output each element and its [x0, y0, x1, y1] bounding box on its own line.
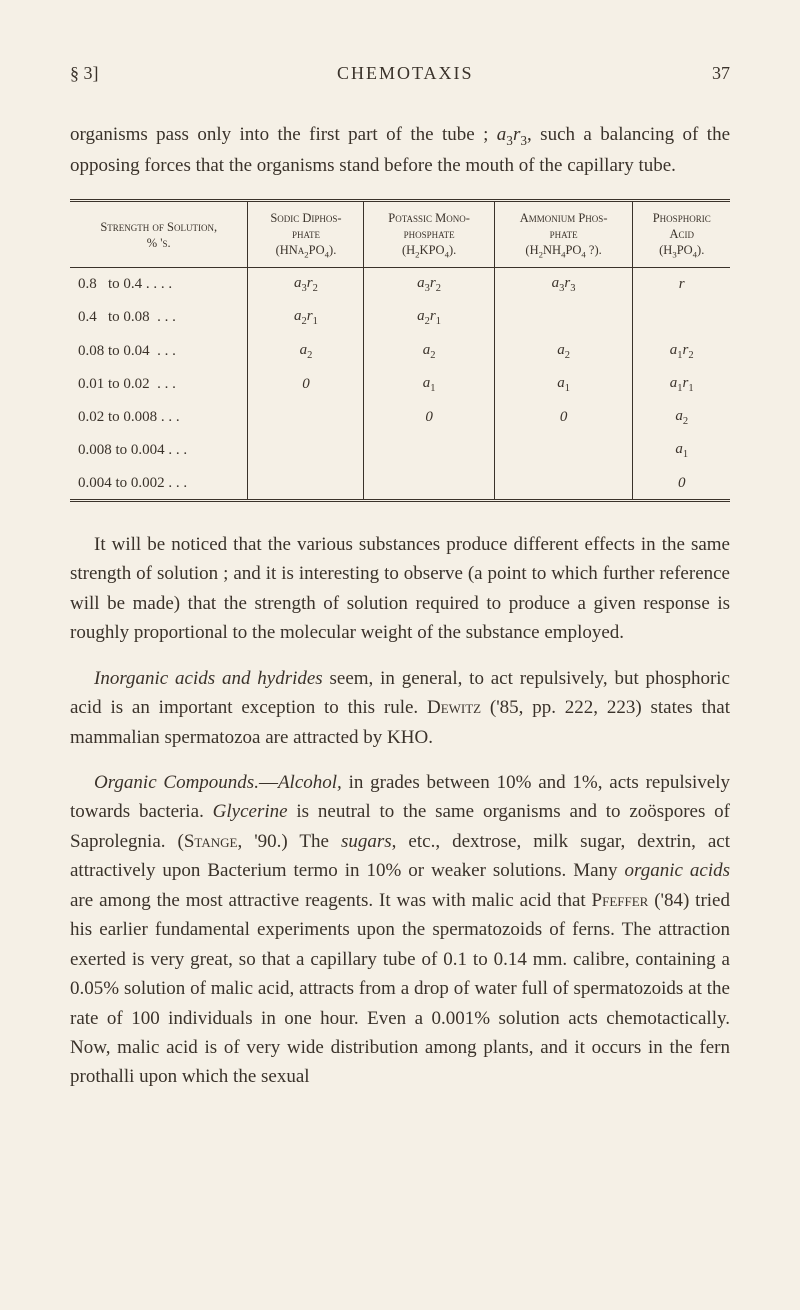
paragraph-2: It will be noticed that the various subs…: [70, 530, 730, 648]
table-row: 0.02 to 0.008 . . .: [70, 401, 248, 434]
text: —: [259, 772, 278, 793]
table-row: 0.4 to 0.08 . . .: [70, 301, 248, 334]
table-row: 0.004 to 0.002 . . .: [70, 468, 248, 501]
col-header-sodic: Sodic Diphos-phate(HNa2PO4).: [248, 200, 364, 267]
table-cell: a3r2: [364, 268, 494, 302]
alcohol: Alcohol,: [278, 772, 342, 793]
table-cell: a1: [364, 368, 494, 401]
table-cell: [494, 434, 633, 467]
table-cell: a3r3: [494, 268, 633, 302]
table-cell: 0: [364, 401, 494, 434]
author-dewitz: Dewitz: [427, 697, 481, 718]
table-cell: a2: [494, 335, 633, 368]
table-cell: a3r2: [248, 268, 364, 302]
text: ('84) tried his earlier fundamental expe…: [70, 890, 730, 1088]
table-cell: a1r2: [633, 335, 730, 368]
page-header: § 3] CHEMOTAXIS 37: [70, 60, 730, 88]
table-row: 0.01 to 0.02 . . .: [70, 368, 248, 401]
table-row: 0.008 to 0.004 . . .: [70, 434, 248, 467]
table-row: 0.08 to 0.04 . . .: [70, 335, 248, 368]
paragraph-1: organisms pass only into the first part …: [70, 120, 730, 181]
table-cell: 0: [248, 368, 364, 401]
table-cell: a1r1: [633, 368, 730, 401]
text: are among the most attractive reagents. …: [70, 890, 592, 911]
table-cell: [248, 468, 364, 501]
section-marker: § 3]: [70, 60, 99, 88]
sugars: sugars: [341, 831, 392, 852]
table-cell: [364, 434, 494, 467]
table-cell: a2r1: [364, 301, 494, 334]
page-number: 37: [712, 60, 730, 88]
table-cell: [248, 401, 364, 434]
organic-compounds: Organic Compounds.: [94, 772, 259, 793]
author-pfeffer: Pfeffer: [592, 890, 649, 911]
col-header-ammonium: Ammonium Phos-phate(H2NH4PO4 ?).: [494, 200, 633, 267]
table-cell: a2: [633, 401, 730, 434]
table-cell: [248, 434, 364, 467]
glycerine: Glycerine: [213, 801, 288, 822]
page-title: CHEMOTAXIS: [337, 60, 474, 88]
col-header-potassic: Potassic Mono-phosphate(H2KPO4).: [364, 200, 494, 267]
text: , '90.) The: [237, 831, 341, 852]
paragraph-4: Organic Compounds.—Alcohol, in grades be…: [70, 768, 730, 1092]
col-header-phosphoric: PhosphoricAcid(H3PO4).: [633, 200, 730, 267]
table-cell: a2: [248, 335, 364, 368]
table-cell: a2r1: [248, 301, 364, 334]
table-cell: 0: [633, 468, 730, 501]
paragraph-3: Inorganic acids and hydrides seem, in ge…: [70, 664, 730, 752]
organic-acids: organic acids: [625, 860, 730, 881]
table-cell: [633, 301, 730, 334]
col-header-strength: Strength of Solution,% 's.: [70, 200, 248, 267]
table-cell: [364, 468, 494, 501]
table-cell: [494, 301, 633, 334]
table-cell: a1: [633, 434, 730, 467]
table-row: 0.8 to 0.4 . . . .: [70, 268, 248, 302]
chemotaxis-table: Strength of Solution,% 's. Sodic Diphos-…: [70, 199, 730, 502]
table-cell: r: [633, 268, 730, 302]
inorganic-acids: Inorganic acids and hydrides: [94, 668, 323, 689]
table-cell: a2: [364, 335, 494, 368]
table-cell: [494, 468, 633, 501]
author-stange: Stange: [184, 831, 238, 852]
table-cell: 0: [494, 401, 633, 434]
table-cell: a1: [494, 368, 633, 401]
